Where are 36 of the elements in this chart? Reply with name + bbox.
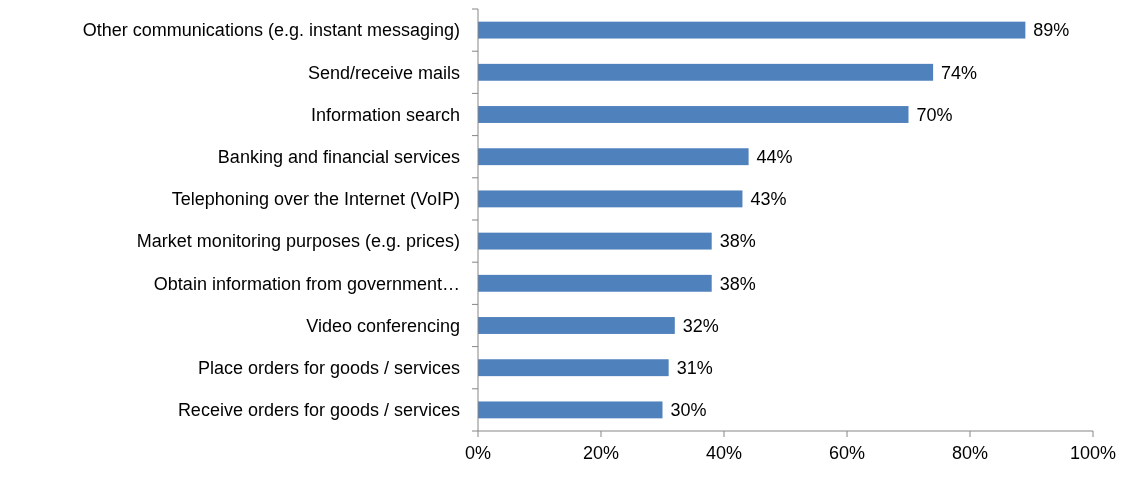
bar xyxy=(478,148,749,166)
bar xyxy=(478,190,743,208)
x-tick-label: 100% xyxy=(1069,443,1117,463)
x-tick-label: 40% xyxy=(705,443,743,463)
data-label: 43% xyxy=(750,189,787,210)
data-label: 30% xyxy=(670,400,707,421)
data-label: 70% xyxy=(916,104,953,125)
y-tick-label: Place orders for goods / services xyxy=(197,358,460,378)
y-tick-label: Video conferencing xyxy=(306,315,460,336)
data-label: 31% xyxy=(676,358,713,378)
y-tick-label: Obtain information from government… xyxy=(153,273,460,294)
y-tick-label: Market monitoring purposes (e.g. prices) xyxy=(136,231,460,252)
bar xyxy=(478,401,663,419)
y-tick-label: Banking and financial services xyxy=(217,147,460,167)
data-label: 74% xyxy=(941,62,978,83)
x-tick-label: 20% xyxy=(582,443,620,463)
y-tick-label: Other communications (e.g. instant messaging) xyxy=(82,20,460,41)
y-tick-label: Send/receive mails xyxy=(307,62,460,83)
data-label: 32% xyxy=(682,315,719,336)
bar xyxy=(478,63,934,81)
bar xyxy=(478,317,675,334)
bar xyxy=(478,232,712,250)
data-label: 44% xyxy=(756,147,793,167)
bar xyxy=(478,359,669,377)
x-tick-label: 80% xyxy=(951,443,989,463)
y-tick-label: Receive orders for goods / services xyxy=(177,400,460,421)
x-tick-label: 0% xyxy=(464,443,492,463)
data-label: 38% xyxy=(719,231,756,252)
data-label: 38% xyxy=(719,273,756,294)
data-label: 89% xyxy=(1033,20,1070,41)
y-tick-label: Information search xyxy=(310,104,460,125)
bar xyxy=(478,106,909,123)
bar xyxy=(478,274,712,292)
x-tick-label: 60% xyxy=(828,443,866,463)
bar xyxy=(478,21,1026,39)
y-tick-label: Telephoning over the Internet (VoIP) xyxy=(171,189,460,210)
